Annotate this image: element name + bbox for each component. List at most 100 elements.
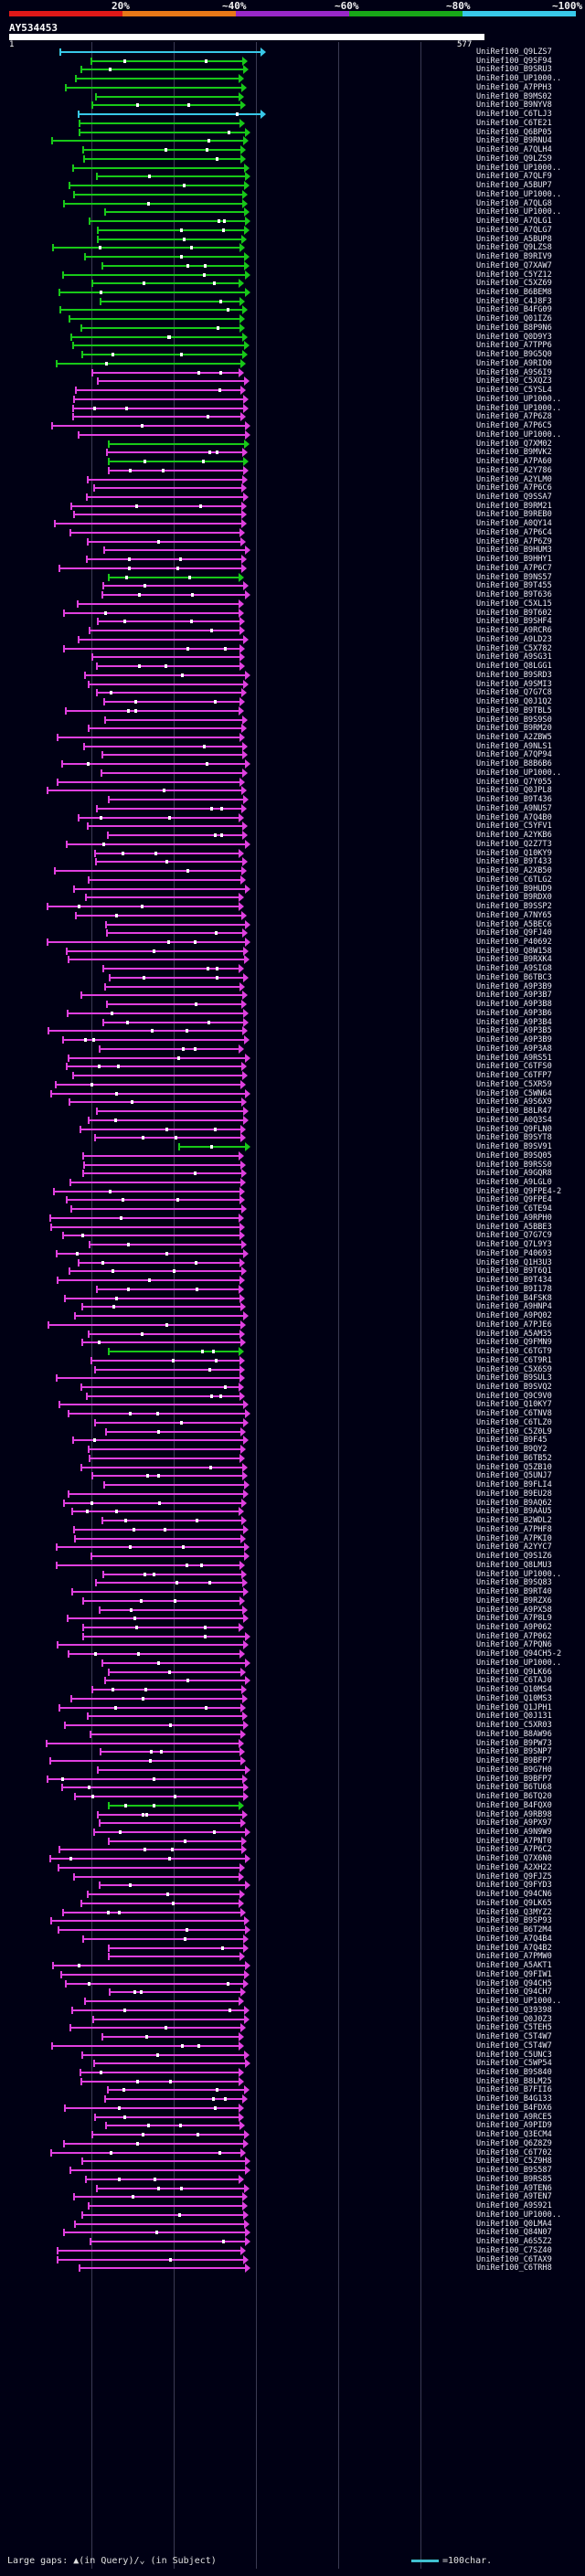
hit-row[interactable]: UniRef100_A9S6I9 [0, 367, 585, 377]
hit-row[interactable]: UniRef100_B9RNU4 [0, 136, 585, 146]
hit-name-link[interactable]: UniRef100_C5YZ12 [476, 270, 552, 280]
hit-name-link[interactable]: UniRef100_B9T6Q1 [476, 1267, 552, 1277]
hit-name-link[interactable]: UniRef100_A2Y786 [476, 465, 552, 475]
hit-row[interactable]: UniRef100_C4J8F3 [0, 296, 585, 306]
hit-row[interactable]: UniRef100_Q7Y055 [0, 777, 585, 787]
hit-name-link[interactable]: UniRef100_Q9FPE4 [476, 1195, 552, 1205]
hit-row[interactable]: UniRef100_C5T4W7 [0, 2032, 585, 2042]
hit-name-link[interactable]: UniRef100_A2ZBW5 [476, 732, 552, 742]
hit-row[interactable]: UniRef100_A7QLH4 [0, 145, 585, 155]
hit-row[interactable]: UniRef100_A2XH22 [0, 1862, 585, 1872]
hit-name-link[interactable]: UniRef100_A7PNT0 [476, 1836, 552, 1846]
hit-row[interactable]: UniRef100_A9TEN7 [0, 2192, 585, 2202]
hit-name-link[interactable]: UniRef100_B6TU68 [476, 1783, 552, 1793]
hit-name-link[interactable]: UniRef100_A9SG31 [476, 652, 552, 663]
hit-row[interactable]: UniRef100_Q9FPE4-2 [0, 1186, 585, 1196]
hit-row[interactable]: UniRef100_A5AKT1 [0, 1961, 585, 1971]
hit-name-link[interactable]: UniRef100_P40693 [476, 1248, 552, 1258]
hit-row[interactable]: UniRef100_Q7G7C8 [0, 688, 585, 698]
hit-name-link[interactable]: UniRef100_A5AKT1 [476, 1961, 552, 1971]
hit-name-link[interactable]: UniRef100_B9G5Q0 [476, 350, 552, 360]
hit-name-link[interactable]: UniRef100_A9TEN7 [476, 2192, 552, 2202]
hit-name-link[interactable]: UniRef100_A9PX97 [476, 1818, 552, 1829]
hit-row[interactable]: UniRef100_B9RDX0 [0, 893, 585, 903]
hit-row[interactable]: UniRef100_Q2Z7T3 [0, 839, 585, 849]
hit-row[interactable]: UniRef100_A7P6Z9 [0, 536, 585, 546]
hit-row[interactable]: UniRef100_Q84N07 [0, 2228, 585, 2238]
hit-name-link[interactable]: UniRef100_A7P6Z8 [476, 412, 552, 422]
hit-row[interactable]: UniRef100_B9QY2 [0, 1445, 585, 1455]
hit-row[interactable]: UniRef100_Q94CH7 [0, 1988, 585, 1998]
hit-row[interactable]: UniRef100_B9PW73 [0, 1738, 585, 1748]
hit-name-link[interactable]: UniRef100_B8P9N6 [476, 323, 552, 333]
hit-name-link[interactable]: UniRef100_A2YKB6 [476, 831, 552, 841]
hit-name-link[interactable]: UniRef100_B4FG09 [476, 305, 552, 315]
hit-name-link[interactable]: UniRef100_A7QP94 [476, 750, 552, 760]
hit-row[interactable]: UniRef100_Q8W158 [0, 946, 585, 956]
hit-name-link[interactable]: UniRef100_A9P3A8 [476, 1044, 552, 1054]
hit-name-link[interactable]: UniRef100_A9P3B9 [476, 1035, 552, 1045]
hit-name-link[interactable]: UniRef100_A5AM35 [476, 1329, 552, 1339]
hit-row[interactable]: UniRef100_C5YFV1 [0, 822, 585, 832]
hit-name-link[interactable]: UniRef100_A7P6C2 [476, 1845, 552, 1855]
hit-row[interactable]: UniRef100_C5WP54 [0, 2059, 585, 2069]
hit-row[interactable]: UniRef100_Q7XM02 [0, 439, 585, 449]
hit-row[interactable]: UniRef100_B4FDX6 [0, 2103, 585, 2113]
hit-row[interactable]: UniRef100_B9SV91 [0, 1142, 585, 1152]
hit-row[interactable]: UniRef100_UP1000.. [0, 74, 585, 84]
hit-name-link[interactable]: UniRef100_Q0J1Q2 [476, 697, 552, 707]
hit-row[interactable]: UniRef100_Q9LK65 [0, 1898, 585, 1908]
hit-name-link[interactable]: UniRef100_A5BUP7 [476, 181, 552, 191]
hit-row[interactable]: UniRef100_B9RS85 [0, 2174, 585, 2184]
hit-name-link[interactable]: UniRef100_A5BEC6 [476, 919, 552, 929]
hit-name-link[interactable]: UniRef100_A9RCE5 [476, 2112, 552, 2122]
hit-name-link[interactable]: UniRef100_B9BFP7 [476, 1756, 552, 1766]
hit-row[interactable]: UniRef100_Q0J1Q2 [0, 697, 585, 707]
hit-row[interactable]: UniRef100_B9RSS0 [0, 1160, 585, 1170]
hit-row[interactable]: UniRef100_A9P3B5 [0, 1026, 585, 1036]
hit-row[interactable]: UniRef100_B8P9N6 [0, 323, 585, 333]
hit-row[interactable]: UniRef100_A7P6C7 [0, 563, 585, 573]
hit-name-link[interactable]: UniRef100_A7TPP6 [476, 341, 552, 351]
hit-name-link[interactable]: UniRef100_Q39398 [476, 2005, 552, 2015]
hit-name-link[interactable]: UniRef100_A9LGL0 [476, 1177, 552, 1187]
hit-name-link[interactable]: UniRef100_B6BEM8 [476, 287, 552, 297]
hit-name-link[interactable]: UniRef100_A5BBE3 [476, 1222, 552, 1232]
hit-name-link[interactable]: UniRef100_C6TNV8 [476, 1409, 552, 1419]
hit-name-link[interactable]: UniRef100_Q9FIW1 [476, 1969, 552, 1979]
hit-row[interactable]: UniRef100_A9P3B9 [0, 1035, 585, 1045]
hit-row[interactable]: UniRef100_Q8LMU3 [0, 1560, 585, 1570]
hit-row[interactable]: UniRef100_A7PKI0 [0, 1533, 585, 1543]
hit-row[interactable]: UniRef100_Q9FMN9 [0, 1338, 585, 1348]
hit-name-link[interactable]: UniRef100_B9SP93 [476, 1916, 552, 1926]
hit-name-link[interactable]: UniRef100_Q9SF94 [476, 56, 552, 66]
hit-name-link[interactable]: UniRef100_B9I178 [476, 1284, 552, 1294]
hit-name-link[interactable]: UniRef100_Q0JPL8 [476, 786, 552, 796]
hit-row[interactable]: UniRef100_Q9FPE4 [0, 1195, 585, 1205]
hit-name-link[interactable]: UniRef100_B9NYV8 [476, 101, 552, 111]
hit-name-link[interactable]: UniRef100_A2YLM0 [476, 474, 552, 484]
hit-row[interactable]: UniRef100_UP1000.. [0, 2210, 585, 2220]
hit-row[interactable]: UniRef100_A9PX97 [0, 1818, 585, 1829]
hit-row[interactable]: UniRef100_B9HHY1 [0, 555, 585, 565]
hit-row[interactable]: UniRef100_A9N9W9 [0, 1828, 585, 1837]
hit-row[interactable]: UniRef100_Q9FJ40 [0, 928, 585, 938]
hit-name-link[interactable]: UniRef100_B9SYT8 [476, 1133, 552, 1143]
hit-row[interactable]: UniRef100_A7Q4B4 [0, 1934, 585, 1944]
hit-name-link[interactable]: UniRef100_Q94CN6 [476, 1890, 552, 1900]
hit-row[interactable]: UniRef100_Q10KY9 [0, 848, 585, 858]
hit-name-link[interactable]: UniRef100_Q9FMN9 [476, 1338, 552, 1348]
hit-name-link[interactable]: UniRef100_C5XZ69 [476, 279, 552, 289]
hit-row[interactable]: UniRef100_Q94CN6 [0, 1890, 585, 1900]
hit-row[interactable]: UniRef100_C6TAJ0 [0, 1676, 585, 1686]
hit-name-link[interactable]: UniRef100_B4G133 [476, 2094, 552, 2104]
hit-name-link[interactable]: UniRef100_B9RZX6 [476, 1595, 552, 1606]
hit-row[interactable]: UniRef100_A5BBE3 [0, 1222, 585, 1232]
hit-row[interactable]: UniRef100_A7TPP6 [0, 341, 585, 351]
hit-name-link[interactable]: UniRef100_Q9FPE4-2 [476, 1186, 562, 1196]
hit-row[interactable]: UniRef100_A9GQR8 [0, 1169, 585, 1179]
hit-name-link[interactable]: UniRef100_Q0J131 [476, 1712, 552, 1722]
hit-row[interactable]: UniRef100_A0Q3S4 [0, 1115, 585, 1125]
hit-name-link[interactable]: UniRef100_UP1000.. [476, 1997, 562, 2007]
hit-row[interactable]: UniRef100_UP1000.. [0, 429, 585, 440]
